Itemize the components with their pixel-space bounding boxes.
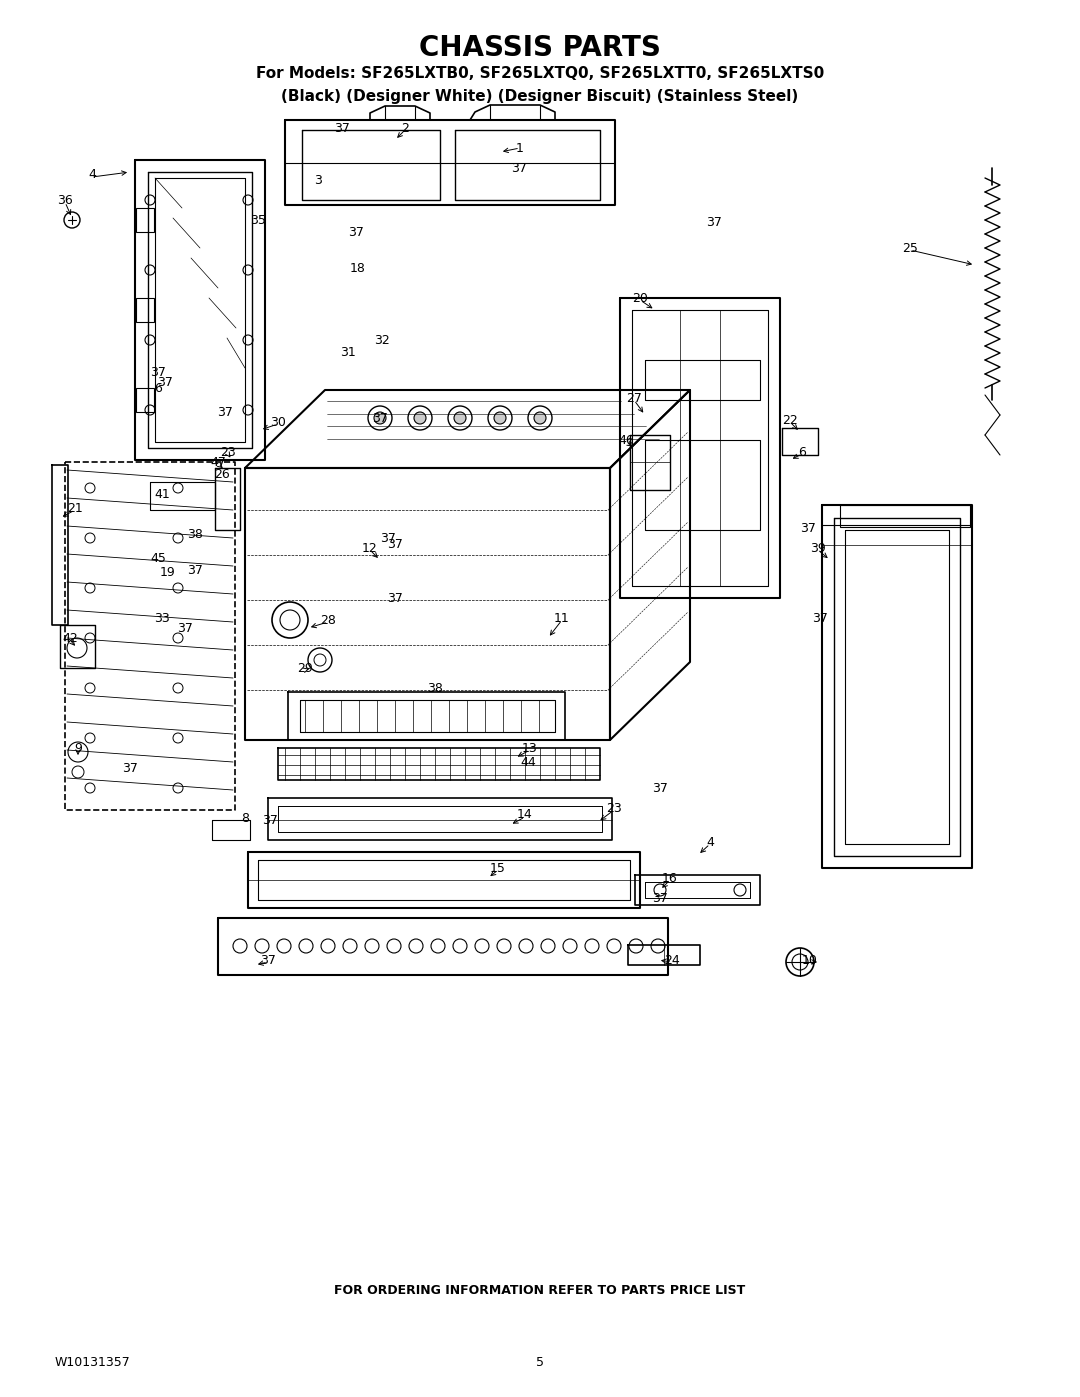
Text: 28: 28 (320, 613, 336, 626)
Text: 37: 37 (217, 405, 233, 419)
Text: 37: 37 (511, 162, 527, 175)
Text: 39: 39 (810, 542, 826, 555)
Text: 5: 5 (536, 1355, 544, 1369)
Text: 36: 36 (57, 194, 72, 207)
Text: 42: 42 (63, 631, 78, 644)
Text: 14: 14 (517, 809, 532, 821)
Circle shape (494, 412, 507, 425)
Text: 44: 44 (521, 756, 536, 768)
Text: 29: 29 (297, 662, 313, 675)
Text: 4: 4 (706, 835, 714, 848)
Text: 38: 38 (427, 682, 443, 694)
Circle shape (374, 412, 386, 425)
Text: 37: 37 (187, 563, 203, 577)
Text: 45: 45 (150, 552, 166, 564)
Text: 4: 4 (89, 169, 96, 182)
Text: 26: 26 (214, 468, 230, 482)
Bar (136, 388, 154, 412)
Text: 22: 22 (782, 414, 798, 426)
Text: 37: 37 (177, 622, 193, 634)
Bar (840, 504, 970, 527)
Text: 37: 37 (380, 531, 396, 545)
Text: 35: 35 (251, 214, 266, 226)
Text: FOR ORDERING INFORMATION REFER TO PARTS PRICE LIST: FOR ORDERING INFORMATION REFER TO PARTS … (335, 1284, 745, 1296)
Text: 25: 25 (902, 242, 918, 254)
Text: 1: 1 (516, 141, 524, 155)
Text: 23: 23 (606, 802, 622, 814)
Text: 18: 18 (350, 261, 366, 274)
Text: 2: 2 (401, 122, 409, 134)
Text: 24: 24 (664, 954, 680, 967)
Text: 46: 46 (618, 433, 634, 447)
Text: W10131357: W10131357 (55, 1355, 131, 1369)
Text: 13: 13 (522, 742, 538, 754)
Text: 47: 47 (211, 455, 226, 468)
Text: 15: 15 (490, 862, 505, 875)
Text: 21: 21 (67, 502, 83, 514)
Text: 6: 6 (798, 446, 806, 458)
Text: 37: 37 (157, 376, 173, 388)
Text: 37: 37 (260, 954, 275, 967)
Text: 9: 9 (75, 742, 82, 754)
Text: 3: 3 (314, 173, 322, 187)
Text: 32: 32 (374, 334, 390, 346)
Text: 37: 37 (334, 122, 350, 134)
Text: 33: 33 (154, 612, 170, 624)
Text: 41: 41 (154, 489, 170, 502)
Text: 30: 30 (270, 415, 286, 429)
Text: 37: 37 (706, 215, 721, 229)
Text: 37: 37 (812, 612, 828, 624)
Text: 38: 38 (187, 528, 203, 542)
Text: 37: 37 (373, 412, 388, 425)
Text: 37: 37 (122, 761, 138, 774)
Bar (136, 298, 154, 321)
Text: 37: 37 (150, 366, 166, 379)
Text: 37: 37 (262, 813, 278, 827)
Text: 6: 6 (154, 381, 162, 394)
Text: 20: 20 (632, 292, 648, 305)
Text: 31: 31 (340, 345, 356, 359)
Bar (136, 208, 154, 232)
Text: 23: 23 (220, 446, 235, 458)
Text: 37: 37 (348, 225, 364, 239)
Text: 19: 19 (160, 566, 176, 578)
Text: 27: 27 (626, 391, 642, 405)
Text: 16: 16 (662, 872, 678, 884)
Text: 37: 37 (387, 591, 403, 605)
Circle shape (534, 412, 546, 425)
Text: 37: 37 (652, 891, 667, 904)
Text: 8: 8 (241, 812, 249, 824)
Text: 37: 37 (652, 781, 667, 795)
Text: For Models: SF265LXTB0, SF265LXTQ0, SF265LXTT0, SF265LXTS0: For Models: SF265LXTB0, SF265LXTQ0, SF26… (256, 67, 824, 81)
Circle shape (454, 412, 465, 425)
Text: 12: 12 (362, 542, 378, 555)
Text: 10: 10 (802, 954, 818, 967)
Text: (Black) (Designer White) (Designer Biscuit) (Stainless Steel): (Black) (Designer White) (Designer Biscu… (282, 88, 798, 103)
Text: CHASSIS PARTS: CHASSIS PARTS (419, 34, 661, 61)
Text: 37: 37 (387, 538, 403, 552)
Text: 37: 37 (800, 521, 815, 535)
Circle shape (414, 412, 426, 425)
Text: 11: 11 (554, 612, 570, 624)
